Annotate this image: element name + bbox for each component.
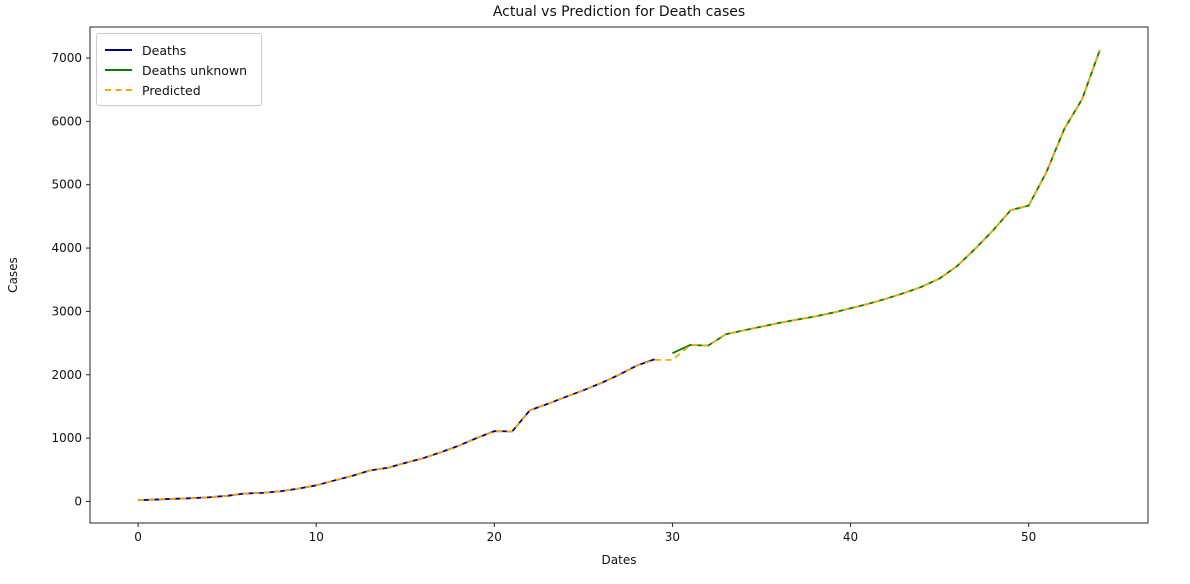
legend-item-deaths: Deaths xyxy=(105,40,253,60)
legend-item-deaths-unknown: Deaths unknown xyxy=(105,60,253,80)
deaths-unknown-line-swatch xyxy=(105,69,132,71)
legend-item-predicted: Predicted xyxy=(105,80,253,100)
series-line-deaths xyxy=(138,358,655,502)
y-tick-label: 0 xyxy=(74,494,82,508)
axes-spines xyxy=(89,26,1149,524)
x-tick-label: 10 xyxy=(309,530,324,544)
legend-label: Deaths unknown xyxy=(142,62,248,78)
legend: Deaths Deaths unknown Predicted xyxy=(96,33,262,106)
deaths-line-swatch xyxy=(105,49,132,51)
y-tick-label: 1000 xyxy=(51,431,82,445)
legend-label: Deaths xyxy=(142,42,187,58)
legend-label: Predicted xyxy=(142,82,201,98)
chart-title: Actual vs Prediction for Death cases xyxy=(492,4,746,20)
y-tick-label: 4000 xyxy=(51,241,82,255)
x-tick-label: 0 xyxy=(134,530,142,544)
y-tick-label: 7000 xyxy=(51,51,82,65)
x-tick-label: 30 xyxy=(665,530,680,544)
series-line-predicted xyxy=(138,49,1101,502)
x-tick-label: 40 xyxy=(843,530,858,544)
x-tick-label: 20 xyxy=(487,530,502,544)
y-tick-label: 6000 xyxy=(51,114,82,128)
y-tick-label: 2000 xyxy=(51,368,82,382)
y-tick-label: 3000 xyxy=(51,304,82,318)
x-tick-label: 50 xyxy=(1021,530,1036,544)
predicted-line-swatch xyxy=(105,89,132,91)
y-tick-label: 5000 xyxy=(51,178,82,192)
series-line-deaths-unknown xyxy=(672,49,1101,355)
x-axis-label: Dates xyxy=(601,553,637,567)
